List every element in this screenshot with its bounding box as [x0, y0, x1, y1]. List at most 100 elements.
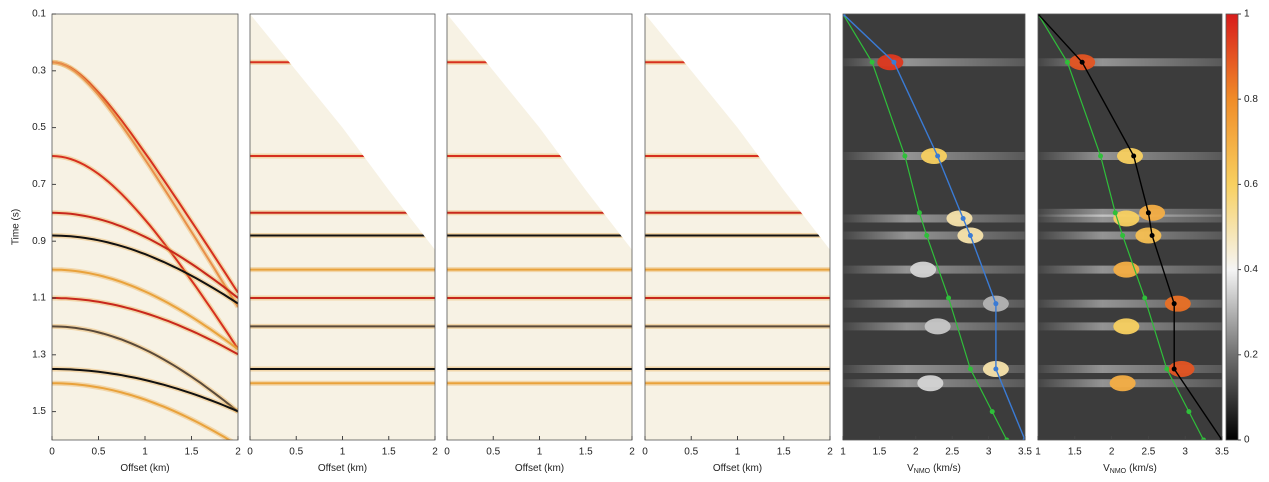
x-tick-label: 2	[913, 447, 919, 458]
semblance-peak	[917, 375, 944, 392]
x-tick-label: 1.5	[777, 447, 791, 458]
x-axis-label-unit: (km/s)	[933, 463, 961, 474]
x-tick-label: 0	[49, 447, 55, 458]
reflection-event	[52, 234, 238, 305]
x-axis-label-main: V	[907, 463, 914, 474]
mute-zone	[447, 14, 632, 250]
x-tick-label: 2	[432, 447, 438, 458]
x-tick-label: 1.5	[185, 447, 199, 458]
trend-point	[1112, 210, 1118, 216]
y-tick-label: 0.5	[32, 122, 46, 133]
panel	[52, 14, 238, 440]
picks-point	[935, 153, 941, 159]
x-axis-label: Offset (km)	[515, 463, 564, 474]
picks-point	[1131, 153, 1137, 159]
x-axis-label-main: Offset (km)	[318, 463, 367, 474]
semblance-peak	[910, 261, 937, 278]
x-tick-label: 3	[1182, 447, 1188, 458]
y-tick-label: 0.3	[32, 65, 46, 76]
x-tick-label: 1.5	[872, 447, 886, 458]
picks-point	[1149, 233, 1155, 239]
x-tick-label: 1.5	[382, 447, 396, 458]
semblance-peak	[1135, 227, 1162, 244]
y-tick-label: 1.5	[32, 406, 46, 417]
mute-zone	[250, 14, 435, 250]
semblance-streak	[1038, 299, 1222, 308]
trend-point	[1064, 59, 1070, 65]
trend-point	[1186, 409, 1192, 415]
trend-point	[946, 295, 952, 301]
semblance-peak	[1164, 295, 1191, 312]
picks-line	[843, 14, 1025, 440]
panel-frame	[1037, 13, 1223, 441]
semblance-peak	[1109, 375, 1136, 392]
x-tick-label: 1.5	[579, 447, 593, 458]
x-tick-label: 0.5	[92, 447, 106, 458]
reflection-event	[52, 368, 238, 413]
trend-point	[1201, 437, 1207, 440]
x-tick-label: 0	[444, 447, 450, 458]
semblance-streak	[843, 299, 1025, 308]
reflection-event	[52, 325, 238, 413]
trend-point	[1098, 153, 1104, 159]
trend-point	[902, 153, 908, 159]
semblance-peak	[924, 318, 951, 335]
colorbar-tick-label: 0.6	[1244, 179, 1258, 190]
x-axis-label-subscript: NMO	[1110, 468, 1127, 475]
x-axis-label: Offset (km)	[318, 463, 367, 474]
x-tick-label: 3.5	[1018, 447, 1032, 458]
x-tick-label: 2.5	[945, 447, 959, 458]
semblance-streak	[843, 214, 1025, 223]
panel	[843, 14, 1025, 440]
x-tick-label: 2	[629, 447, 635, 458]
y-tick-label: 1.3	[32, 349, 46, 360]
x-tick-label: 0.5	[486, 447, 500, 458]
semblance-peak	[1113, 318, 1140, 335]
picks-point	[1219, 437, 1222, 440]
y-tick-label: 0.7	[32, 179, 46, 190]
picks-point	[891, 59, 897, 65]
colorbar-tick-label: 0.8	[1244, 94, 1258, 105]
panel-background	[52, 14, 238, 440]
x-axis-label-main: V	[1103, 463, 1110, 474]
semblance-streak	[843, 365, 1025, 373]
reflection-event	[52, 155, 238, 350]
x-axis-label: VNMO (km/s)	[907, 463, 961, 475]
reflection-event	[52, 382, 232, 440]
reflection-event	[52, 211, 238, 299]
picks-point	[993, 301, 999, 307]
picks-point	[1038, 14, 1041, 17]
picks-point	[1079, 59, 1085, 65]
x-tick-label: 2	[1109, 447, 1115, 458]
colorbar	[1225, 13, 1239, 441]
x-axis-label-main: Offset (km)	[120, 463, 169, 474]
trend-point	[1120, 233, 1126, 239]
x-tick-label: 2	[827, 447, 833, 458]
picks-point	[993, 366, 999, 372]
panel	[447, 14, 632, 440]
x-tick-label: 1	[142, 447, 148, 458]
y-axis-label: Time (s)	[11, 209, 22, 245]
x-tick-label: 1	[340, 447, 346, 458]
picks-point	[1171, 301, 1177, 307]
x-axis-label-subscript: NMO	[914, 468, 931, 475]
semblance-streak	[1038, 365, 1222, 373]
x-axis-label-main: Offset (km)	[713, 463, 762, 474]
semblance-peak	[946, 210, 973, 227]
x-tick-label: 3	[986, 447, 992, 458]
panel-background	[1038, 14, 1222, 440]
panel	[250, 14, 435, 440]
x-axis-label: Offset (km)	[120, 463, 169, 474]
x-tick-label: 1	[840, 447, 846, 458]
x-tick-label: 1	[537, 447, 543, 458]
semblance-streak	[1038, 58, 1222, 67]
y-tick-label: 0.1	[32, 9, 46, 20]
trend-point	[869, 59, 875, 65]
semblance-peak	[1168, 361, 1195, 377]
x-tick-label: 1.5	[1068, 447, 1082, 458]
trend-point	[1142, 295, 1148, 301]
x-tick-label: 2	[235, 447, 241, 458]
picks-line	[1038, 14, 1222, 440]
semblance-peak	[1117, 148, 1143, 164]
panel-frame	[842, 13, 1026, 441]
